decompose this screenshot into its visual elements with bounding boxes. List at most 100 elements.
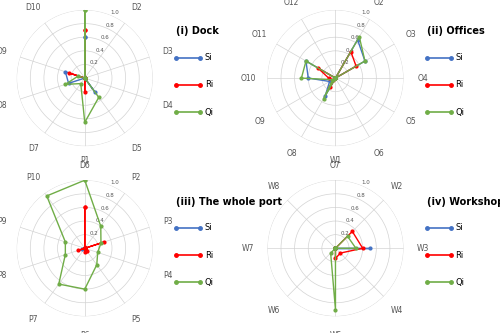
Line: Si: Si: [334, 247, 371, 250]
Qi: [98, 224, 104, 228]
Text: Si: Si: [204, 53, 212, 62]
Line: Si: Si: [64, 36, 96, 93]
Si: [332, 246, 338, 250]
Qi: [320, 97, 326, 101]
Si: [366, 246, 372, 250]
Si: [82, 76, 88, 80]
Ri: [348, 50, 354, 54]
Qi: [56, 282, 62, 286]
Qi: [94, 263, 100, 267]
Ri: [82, 246, 88, 250]
Text: Ri: Ri: [204, 250, 213, 260]
Si: [78, 247, 84, 251]
Ri: [332, 76, 338, 80]
Ri: [66, 71, 71, 75]
Ri: [332, 76, 338, 80]
Si: [82, 246, 88, 250]
Si: [332, 76, 338, 80]
Ri: [76, 248, 82, 252]
Ri: [82, 205, 88, 209]
Ri: [332, 76, 338, 80]
Si: [332, 76, 338, 80]
Si: [354, 38, 360, 42]
Si: [82, 76, 88, 80]
Ri: [82, 76, 88, 80]
Qi: [82, 8, 88, 12]
Ri: [82, 246, 88, 250]
Si: [82, 246, 88, 250]
Qi: [332, 76, 338, 80]
Line: Ri: Ri: [67, 29, 86, 93]
Si: [332, 76, 338, 80]
Ri: [82, 28, 88, 32]
Qi: [332, 246, 338, 250]
Si: [326, 80, 332, 84]
Qi: [332, 246, 338, 250]
Qi: [303, 59, 309, 63]
Ri: [82, 246, 88, 250]
Qi: [332, 76, 338, 80]
Si: [82, 246, 88, 250]
Line: Ri: Ri: [77, 206, 106, 253]
Qi: [332, 246, 338, 250]
Ri: [332, 246, 338, 250]
Si: [82, 246, 88, 250]
Ri: [328, 85, 334, 89]
Text: (ii) Offices: (ii) Offices: [426, 26, 484, 36]
Qi: [82, 178, 88, 182]
Ri: [332, 76, 338, 80]
Si: [362, 59, 368, 63]
Qi: [353, 246, 359, 250]
Ri: [353, 64, 359, 68]
Text: Si: Si: [204, 223, 212, 232]
Si: [82, 76, 88, 80]
Ri: [332, 76, 338, 80]
Ri: [315, 66, 321, 70]
Ri: [82, 76, 88, 80]
Qi: [96, 95, 102, 99]
Ri: [82, 76, 88, 80]
Si: [82, 246, 88, 250]
Qi: [332, 76, 338, 80]
Line: Ri: Ri: [316, 50, 358, 88]
Qi: [344, 234, 350, 238]
Ri: [82, 205, 88, 209]
Si: [332, 246, 338, 250]
Text: Ri: Ri: [456, 250, 464, 260]
Ri: [332, 246, 338, 250]
Ri: [350, 229, 356, 233]
Si: [332, 76, 338, 80]
Ri: [332, 76, 338, 80]
Si: [62, 70, 68, 74]
Qi: [82, 76, 88, 80]
Text: (iii) The whole port: (iii) The whole port: [176, 196, 282, 206]
Qi: [62, 253, 68, 257]
Si: [332, 246, 338, 250]
Line: Si: Si: [80, 247, 86, 251]
Qi: [82, 120, 88, 124]
Ri: [82, 76, 88, 80]
Si: [82, 76, 88, 80]
Text: Qi: Qi: [456, 278, 464, 287]
Ri: [82, 246, 88, 250]
Qi: [62, 240, 68, 244]
Ri: [82, 246, 88, 250]
Si: [332, 246, 338, 250]
Qi: [356, 35, 362, 39]
Si: [332, 246, 338, 250]
Line: Ri: Ri: [334, 230, 364, 260]
Ri: [332, 246, 338, 250]
Ri: [101, 240, 107, 244]
Si: [332, 246, 338, 250]
Ri: [332, 246, 338, 250]
Qi: [82, 76, 88, 80]
Qi: [332, 76, 338, 80]
Ri: [326, 76, 332, 80]
Text: Qi: Qi: [456, 108, 464, 117]
Si: [82, 246, 88, 250]
Qi: [82, 8, 88, 12]
Text: Qi: Qi: [204, 108, 214, 117]
Si: [82, 76, 88, 80]
Line: Qi: Qi: [300, 35, 366, 100]
Si: [82, 246, 88, 250]
